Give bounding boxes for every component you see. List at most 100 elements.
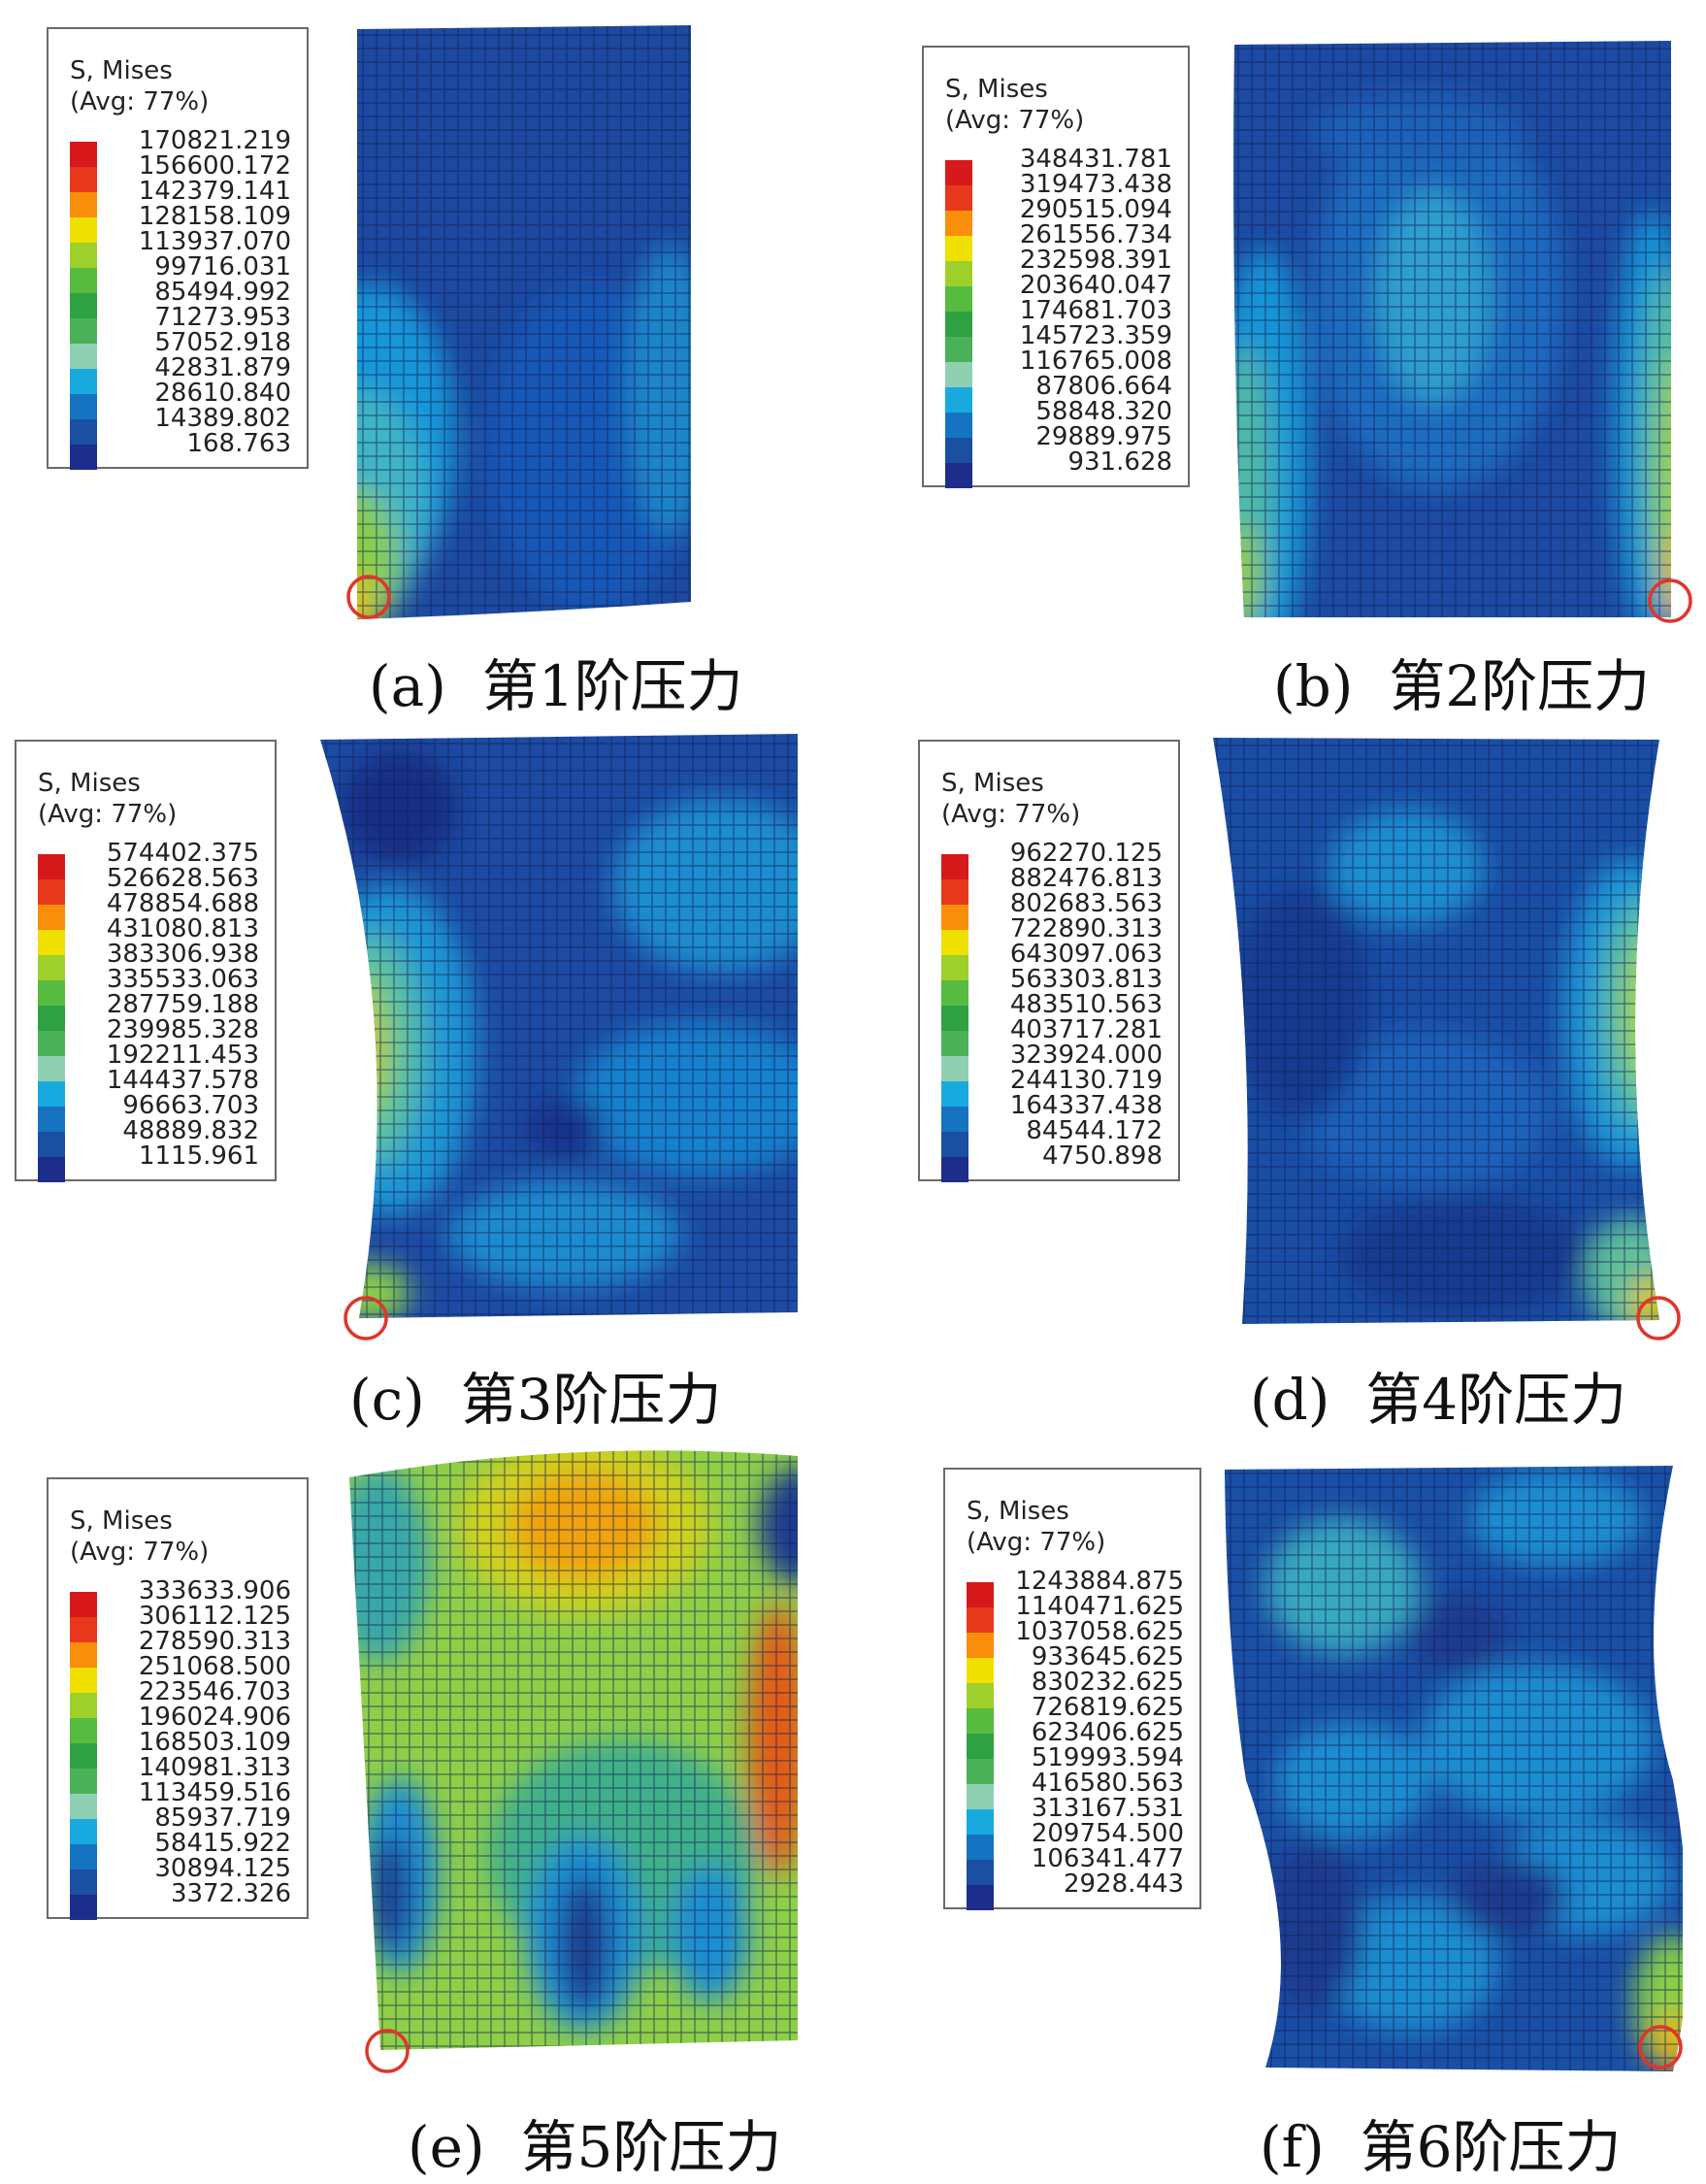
legend-swatch <box>38 1031 65 1056</box>
legend-value: 144437.578 <box>106 1066 259 1095</box>
legend-swatch <box>70 1794 97 1819</box>
legend-swatch <box>70 1617 97 1642</box>
contour-plot-e <box>349 1450 798 2050</box>
legend-swatch <box>945 211 972 236</box>
legend-value: 278590.313 <box>138 1627 291 1656</box>
legend-value: 42831.879 <box>154 353 291 382</box>
legend-swatch <box>70 1743 97 1769</box>
legend-title: S, Mises <box>945 75 1048 104</box>
caption-e: (e) 第5阶压力 <box>408 2101 781 2183</box>
legend-swatch <box>70 243 97 268</box>
legend-swatch <box>945 337 972 362</box>
legend-value: 2928.443 <box>1063 1870 1184 1899</box>
legend-swatch <box>70 142 97 167</box>
highlight-circle-e <box>365 2029 410 2073</box>
legend-swatch <box>945 438 972 463</box>
legend-swatch <box>70 1693 97 1718</box>
legend-swatch <box>38 980 65 1006</box>
legend-value: 4750.898 <box>1041 1142 1163 1171</box>
legend-value: 174681.703 <box>1019 296 1172 325</box>
caption-label: (a) <box>369 653 446 719</box>
contour-plot-a <box>357 25 691 619</box>
legend-swatch <box>945 463 972 488</box>
legend-swatch <box>941 1157 968 1182</box>
legend-value: 209754.500 <box>1031 1819 1184 1848</box>
legend-value: 170821.219 <box>138 126 291 155</box>
legend-title: S, Mises <box>38 769 141 798</box>
legend-swatch <box>70 1769 97 1794</box>
legend-subtitle: (Avg: 77%) <box>945 106 1085 135</box>
legend-swatch <box>967 1633 994 1658</box>
legend-swatch <box>967 1835 994 1860</box>
legend-swatch <box>941 930 968 955</box>
contour-plot-f <box>1225 1466 1683 2071</box>
legend-value: 287759.188 <box>106 990 259 1019</box>
legend-value: 323924.000 <box>1009 1041 1163 1070</box>
caption-label: (d) <box>1250 1367 1330 1433</box>
legend-value: 145723.359 <box>1019 321 1172 350</box>
legend-swatch <box>945 312 972 337</box>
legend-a: S, Mises (Avg: 77%) 170821.219 156600.172… <box>47 27 309 470</box>
legend-value: 931.628 <box>1067 447 1172 477</box>
legend-value: 156600.172 <box>138 151 291 181</box>
legend-value: 164337.438 <box>1009 1091 1163 1120</box>
caption-text: 第5阶压力 <box>520 2114 782 2180</box>
legend-value: 57052.918 <box>154 328 291 357</box>
legend-b: S, Mises (Avg: 77%) 348431.781 319473.438… <box>922 46 1190 488</box>
legend-value: 574402.375 <box>106 839 259 868</box>
legend-value: 168.763 <box>186 429 291 458</box>
legend-swatch <box>941 1031 968 1056</box>
legend-value: 58848.320 <box>1035 397 1172 426</box>
legend-value: 623406.625 <box>1031 1718 1184 1747</box>
legend-swatch <box>967 1683 994 1708</box>
legend-swatch <box>38 1132 65 1157</box>
legend-swatch <box>70 1819 97 1844</box>
legend-value: 58415.922 <box>154 1829 291 1858</box>
legend-swatch <box>70 419 97 445</box>
legend-swatch <box>945 261 972 286</box>
legend-swatch <box>941 1056 968 1081</box>
legend-value: 192211.453 <box>106 1041 259 1070</box>
legend-value: 1243884.875 <box>1015 1567 1184 1596</box>
highlight-circle-c <box>344 1296 388 1340</box>
legend-d: S, Mises (Avg: 77%) 962270.125 882476.813… <box>918 740 1180 1182</box>
highlight-circle-f <box>1638 2025 1683 2069</box>
legend-e: S, Mises (Avg: 77%) 333633.906 306112.125… <box>47 1477 309 1920</box>
legend-value: 30894.125 <box>154 1854 291 1883</box>
legend-swatch <box>967 1582 994 1607</box>
legend-swatch <box>967 1809 994 1835</box>
legend-swatch <box>38 905 65 930</box>
legend-swatch <box>945 236 972 261</box>
legend-value: 383306.938 <box>106 940 259 969</box>
legend-value: 1140471.625 <box>1015 1592 1184 1621</box>
legend-value: 85494.992 <box>154 278 291 307</box>
legend-value: 802683.563 <box>1009 889 1163 918</box>
legend-value: 643097.063 <box>1009 940 1163 969</box>
legend-value: 478854.688 <box>106 889 259 918</box>
legend-title: S, Mises <box>70 56 173 85</box>
legend-swatch <box>941 905 968 930</box>
legend-value: 87806.664 <box>1035 372 1172 401</box>
caption-text: 第4阶压力 <box>1365 1367 1627 1433</box>
legend-value: 348431.781 <box>1019 145 1172 174</box>
legend-value: 168503.109 <box>138 1728 291 1757</box>
legend-swatch <box>70 1668 97 1693</box>
legend-swatch <box>941 955 968 980</box>
highlight-circle-a <box>346 575 391 619</box>
legend-swatch <box>38 879 65 905</box>
legend-swatch <box>945 413 972 438</box>
legend-value: 113937.070 <box>138 227 291 256</box>
caption-c: (c) 第3阶压力 <box>349 1354 722 1436</box>
highlight-circle-b <box>1648 579 1692 623</box>
legend-value: 416580.563 <box>1031 1769 1184 1798</box>
legend-swatch <box>941 980 968 1006</box>
legend-swatch <box>941 879 968 905</box>
legend-swatch <box>70 394 97 419</box>
legend-value: 29889.975 <box>1035 422 1172 451</box>
legend-swatch <box>70 445 97 470</box>
legend-value: 223546.703 <box>138 1677 291 1706</box>
legend-value: 1037058.625 <box>1015 1617 1184 1646</box>
legend-c: S, Mises (Avg: 77%) 574402.375 526628.563… <box>15 740 277 1182</box>
legend-swatch <box>70 1718 97 1743</box>
legend-value: 140981.313 <box>138 1753 291 1782</box>
